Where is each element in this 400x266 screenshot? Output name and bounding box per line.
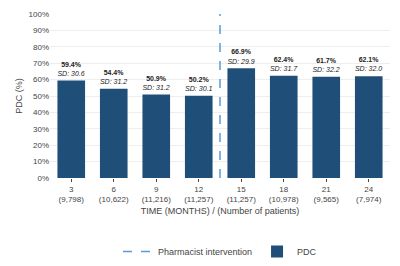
svg-text:70%: 70% <box>33 59 49 68</box>
svg-text:PDC (%): PDC (%) <box>14 78 24 114</box>
svg-text:12(11,257): 12(11,257) <box>184 185 214 204</box>
svg-text:3(9,798): 3(9,798) <box>59 185 85 204</box>
svg-text:60%: 60% <box>33 75 49 84</box>
svg-text:20%: 20% <box>33 141 49 150</box>
svg-text:Pharmacist intervention: Pharmacist intervention <box>158 247 252 257</box>
svg-text:62.4%SD: 31.7: 62.4%SD: 31.7 <box>270 56 298 72</box>
svg-text:0%: 0% <box>37 174 49 183</box>
svg-text:50.2%SD: 30.1: 50.2%SD: 30.1 <box>185 76 213 93</box>
svg-text:18(10,978): 18(10,978) <box>269 185 299 204</box>
svg-text:TIME (MONTHS) / (Number of pat: TIME (MONTHS) / (Number of patients) <box>141 206 300 216</box>
svg-text:100%: 100% <box>29 10 49 19</box>
svg-text:9(11,216): 9(11,216) <box>142 185 172 204</box>
svg-text:6(10,622): 6(10,622) <box>99 185 129 204</box>
svg-text:62.1%SD: 32.0: 62.1%SD: 32.0 <box>355 56 382 72</box>
svg-text:90%: 90% <box>33 26 49 35</box>
svg-text:66.9%SD: 29.9: 66.9%SD: 29.9 <box>227 48 254 64</box>
svg-text:21(9,565): 21(9,565) <box>314 185 340 204</box>
svg-text:PDC: PDC <box>297 247 317 257</box>
svg-text:54.4%SD: 31.2: 54.4%SD: 31.2 <box>100 69 127 85</box>
svg-text:50.9%SD: 31.2: 50.9%SD: 31.2 <box>142 75 169 91</box>
svg-text:80%: 80% <box>33 43 49 52</box>
svg-text:59.4%SD: 30.6: 59.4%SD: 30.6 <box>57 61 84 77</box>
svg-text:10%: 10% <box>33 157 49 166</box>
svg-text:30%: 30% <box>33 125 49 134</box>
svg-text:15(11,257): 15(11,257) <box>227 185 257 204</box>
svg-text:50%: 50% <box>33 92 49 101</box>
svg-text:24(7,974): 24(7,974) <box>356 185 382 204</box>
svg-text:61.7%SD: 32.2: 61.7%SD: 32.2 <box>312 57 339 73</box>
svg-text:40%: 40% <box>33 108 49 117</box>
